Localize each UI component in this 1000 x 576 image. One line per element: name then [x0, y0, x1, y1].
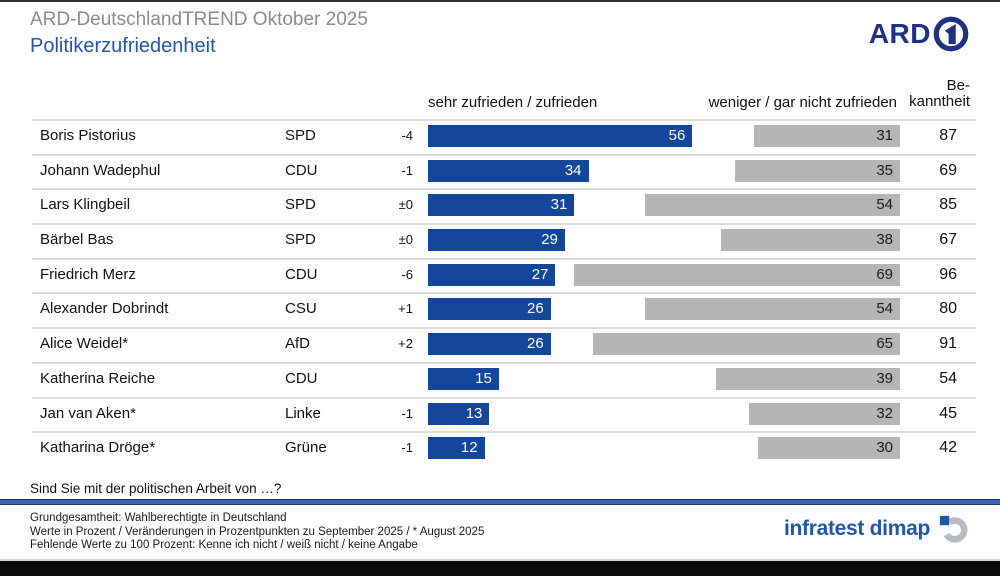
footnote-line: Werte in Prozent / Veränderungen in Proz… [30, 525, 485, 538]
awareness-value: 91 [939, 335, 957, 353]
politician-name: Alexander Dobrindt [40, 300, 169, 318]
awareness-value: 67 [939, 231, 957, 249]
dissatisfied-bar: 38 [720, 229, 900, 252]
politician-name: Friedrich Merz [40, 265, 136, 283]
change-value: -6 [401, 266, 413, 282]
column-header-dissatisfied: weniger / gar nicht zufrieden [708, 94, 897, 111]
dissatisfied-bar: 30 [758, 437, 900, 460]
satisfied-bar: 31 [428, 194, 575, 217]
awareness-value: 80 [939, 300, 957, 318]
party-label: SPD [285, 196, 316, 214]
footnote-line: Grundgesamtheit: Wahlberechtigte in Deut… [30, 512, 287, 524]
politician-chart-rows: Boris Pistorius SPD -4 56 31 87 Johann W… [0, 119, 1000, 467]
survey-question: Sind Sie mit der politischen Arbeit von … [30, 481, 282, 496]
satisfied-bar: 13 [428, 402, 490, 425]
column-header-awareness: Be- kanntheit [909, 78, 970, 110]
party-label: CDU [285, 265, 318, 283]
politician-name: Bärbel Bas [40, 231, 114, 249]
politician-name: Katherina Reiche [40, 369, 156, 387]
awareness-value: 87 [939, 127, 957, 144]
awareness-value: 54 [939, 369, 957, 387]
politician-row: Katherina Reiche CDU 15 39 54 [0, 361, 1000, 397]
blue-divider-line [0, 499, 1000, 505]
dissatisfied-bar: 31 [753, 125, 900, 147]
politician-row: Friedrich Merz CDU -6 27 69 96 [0, 257, 1000, 293]
change-value: -1 [401, 440, 413, 456]
page-title: Politikerzufriedenheit [30, 35, 216, 57]
politician-row: Alice Weidel* AfD +2 26 65 91 [0, 327, 1000, 362]
footnotes: Grundgesamtheit: Wahlberechtigte in Deut… [30, 512, 484, 553]
footnote-line: Fehlende Werte zu 100 Prozent: Kenne ich… [30, 539, 418, 551]
ard-one-circle-icon [933, 16, 969, 52]
politician-name: Katharina Dröge* [40, 439, 156, 457]
politician-row: Lars Klingbeil SPD ±0 31 54 85 [0, 188, 1000, 223]
ard-logo: ARD [869, 15, 970, 53]
dissatisfied-bar: 69 [574, 263, 900, 286]
awareness-value: 42 [939, 439, 957, 457]
awareness-value: 96 [939, 265, 957, 283]
politician-name: Lars Klingbeil [40, 196, 131, 214]
ard-logo-text: ARD [868, 18, 931, 49]
change-value: +1 [398, 301, 413, 317]
column-header-awareness-line2: kanntheit [909, 93, 970, 110]
change-value: +2 [398, 336, 413, 352]
slide-supertitle: ARD-DeutschlandTREND Oktober 2025 [30, 9, 368, 30]
change-value: ±0 [398, 197, 413, 213]
politician-name: Johann Wadephul [40, 161, 161, 179]
politician-name: Boris Pistorius [40, 127, 136, 144]
top-border-line [0, 0, 1000, 2]
change-value: ±0 [398, 232, 413, 248]
politician-name: Alice Weidel* [40, 335, 129, 353]
party-label: CDU [285, 369, 318, 387]
politician-row: Jan van Aken* Linke -1 13 32 45 [0, 396, 1000, 432]
politician-row: Johann Wadephul CDU -1 34 35 69 [0, 153, 1000, 189]
party-label: SPD [285, 231, 316, 249]
change-value: -1 [401, 162, 413, 178]
dissatisfied-bar: 65 [593, 333, 900, 356]
party-label: Linke [285, 404, 321, 422]
dissatisfied-bar: 39 [715, 367, 900, 390]
satisfied-bar: 29 [428, 229, 565, 252]
dissatisfied-bar: 54 [645, 194, 900, 217]
satisfied-bar: 26 [428, 298, 551, 321]
politician-row: Boris Pistorius SPD -4 56 31 87 [0, 119, 1000, 154]
awareness-value: 45 [939, 404, 957, 422]
party-label: CDU [285, 161, 318, 179]
infratest-dimap-logo: infratest dimap [784, 514, 968, 544]
change-value: -4 [401, 128, 413, 143]
infratest-dimap-icon [939, 515, 968, 543]
bottom-black-bar [0, 561, 1000, 576]
party-label: AfD [285, 335, 311, 353]
awareness-value: 69 [939, 161, 957, 179]
politician-row: Bärbel Bas SPD ±0 29 38 67 [0, 223, 1000, 258]
dissatisfied-bar: 54 [645, 298, 900, 321]
dissatisfied-bar: 32 [749, 402, 900, 425]
satisfied-bar: 12 [428, 437, 485, 460]
dissatisfied-bar: 35 [734, 159, 900, 182]
satisfied-bar: 26 [428, 333, 551, 356]
party-label: SPD [285, 127, 316, 144]
bottom-gray-line [0, 559, 1000, 561]
column-header-satisfied: sehr zufrieden / zufrieden [428, 94, 598, 111]
column-header-awareness-line1: Be- [946, 77, 970, 94]
politician-name: Jan van Aken* [40, 404, 136, 422]
satisfied-bar: 34 [428, 159, 589, 182]
satisfied-bar: 15 [428, 367, 499, 390]
change-value: -1 [401, 405, 413, 421]
politician-row: Katharina Dröge* Grüne -1 12 30 42 [0, 431, 1000, 466]
satisfied-bar: 56 [428, 125, 693, 147]
party-label: CSU [285, 300, 317, 318]
party-label: Grüne [285, 439, 327, 457]
awareness-value: 85 [939, 196, 957, 214]
politician-row: Alexander Dobrindt CSU +1 26 54 80 [0, 292, 1000, 327]
satisfied-bar: 27 [428, 263, 556, 286]
infratest-dimap-logo-text: infratest dimap [783, 517, 930, 540]
